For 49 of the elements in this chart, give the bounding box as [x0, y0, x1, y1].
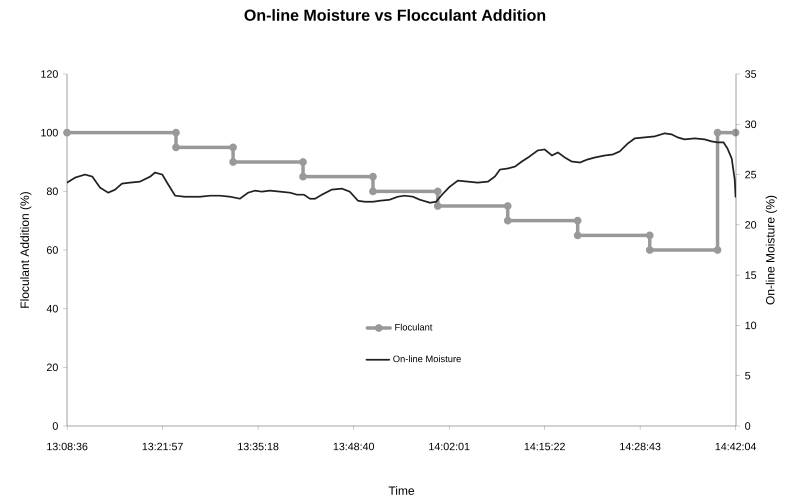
point	[714, 128, 722, 137]
x-axis-title: Time	[388, 486, 414, 495]
y-tick-label: 60	[46, 246, 58, 254]
point	[646, 231, 654, 240]
x-tick-label: 14:02:01	[429, 442, 470, 450]
y2-tick-label: 30	[745, 120, 756, 128]
y-axis-title: Floculant Addition (%)	[20, 192, 32, 308]
y2-tick-label: 35	[745, 70, 756, 78]
x-tick-label: 13:35:18	[238, 442, 278, 450]
point	[369, 172, 377, 181]
point	[172, 128, 180, 137]
y2-tick-label: 10	[746, 322, 756, 330]
y2-tick-label: 0	[745, 422, 750, 430]
x-tick-label: 13:21:57	[142, 442, 183, 450]
point	[646, 246, 654, 254]
point	[434, 202, 442, 210]
x-tick-label: 13:08:36	[47, 442, 88, 450]
y2-axis-title: On-line Moisture (%)	[766, 196, 777, 304]
point	[504, 216, 512, 225]
point	[299, 158, 307, 166]
chart-title: On-line Moisture vs Flocculant Addition	[244, 9, 546, 21]
y-tick-label: 40	[46, 304, 58, 312]
x-tick-label: 14:42:04	[716, 442, 756, 450]
point	[229, 143, 237, 152]
x-tick-label: 13:48:40	[334, 442, 374, 450]
y2-tick-label: 25	[745, 170, 756, 178]
point	[229, 158, 237, 166]
y2-tick-label: 5	[745, 372, 750, 380]
y2-tick-label: 20	[745, 221, 756, 229]
point	[369, 187, 377, 196]
y-tick-label: 120	[41, 70, 58, 78]
y-tick-label: 80	[46, 188, 58, 196]
point	[504, 202, 512, 210]
y2-tick-label: 15	[746, 271, 756, 279]
point	[732, 128, 740, 137]
point	[63, 128, 71, 137]
y-tick-label: 0	[52, 422, 58, 430]
point	[434, 187, 442, 196]
point	[574, 231, 582, 240]
point	[299, 172, 307, 181]
point	[574, 216, 582, 225]
x-tick-label: 14:15:22	[524, 442, 565, 450]
y-tick-label: 100	[41, 128, 58, 136]
x-tick-label: 14:28:43	[620, 442, 660, 450]
legend-label: Floculant	[395, 324, 432, 330]
point	[714, 246, 722, 254]
legend-label: On-line Moisture	[393, 355, 461, 362]
point	[172, 143, 180, 152]
y-tick-label: 20	[46, 364, 58, 372]
